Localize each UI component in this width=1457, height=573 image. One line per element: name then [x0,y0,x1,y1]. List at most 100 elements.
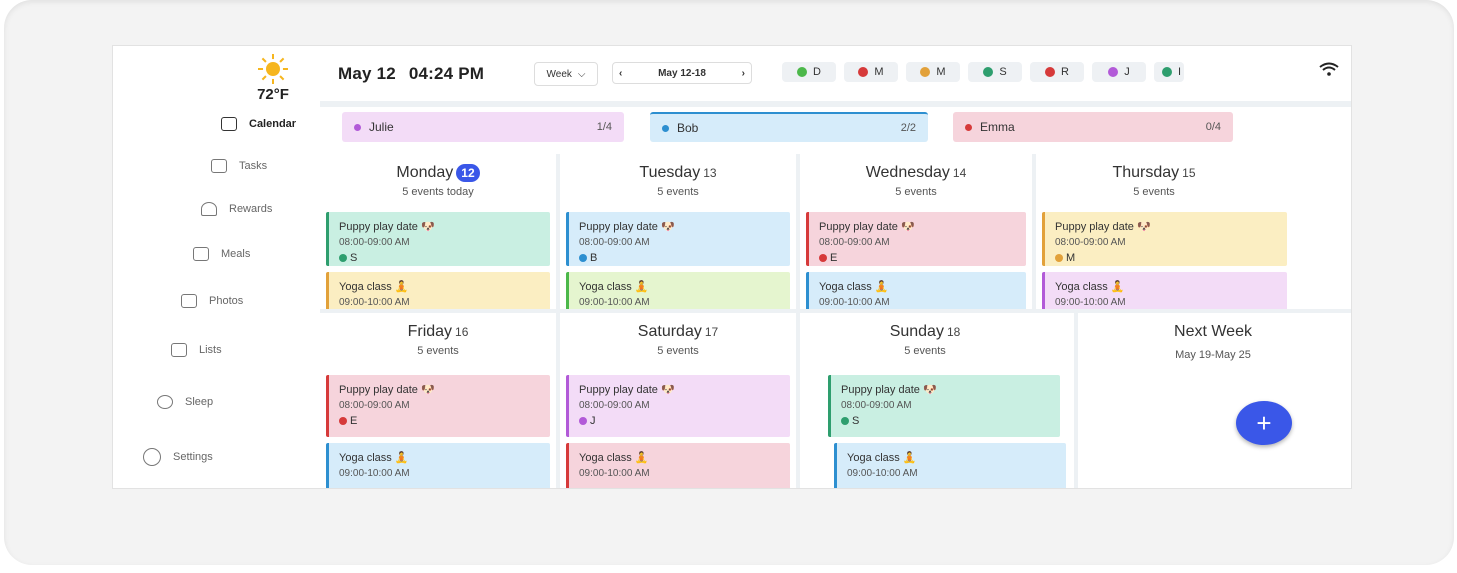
day-name: Sunday [889,323,944,340]
day-number: 18 [946,325,961,339]
day-number: 13 [703,166,717,180]
sidebar-item-label: Photos [209,295,244,307]
sidebar-item-calendar[interactable]: Calendar [221,117,296,131]
view-select[interactable]: Week ⌵ [534,62,598,86]
event-card[interactable]: Yoga class 🧘 09:00-10:00 AM [834,443,1066,488]
member-chip[interactable]: J [1092,62,1146,82]
date-range-nav: ‹ May 12-18 › [612,62,752,84]
member-dot [819,254,827,262]
event-card[interactable]: Yoga class 🧘 09:00-10:00 AM [566,272,790,309]
day-name: Wednesday [865,164,950,181]
sidebar-item-tasks[interactable]: Tasks [211,159,267,173]
chevron-left-icon[interactable]: ‹ [619,67,623,79]
next-week-title: Next Week [1174,323,1252,340]
add-event-button[interactable]: + [1236,401,1292,445]
member-chip[interactable]: D [782,62,836,82]
member-chip[interactable]: I [1154,62,1184,82]
event-card[interactable]: Puppy play date 🐶 08:00-09:00 AM E [326,375,550,437]
day-number: 14 [952,166,967,180]
yoga-icon: 🧘 [634,452,649,464]
tasks-icon [211,159,227,173]
dog-icon: 🐶 [1136,221,1151,233]
member-dot [1162,67,1172,77]
current-date: May 12 [338,64,396,83]
day-column-sunday[interactable]: Sunday 18 5 events Puppy play date 🐶 08:0… [800,313,1074,488]
event-count: 5 events [904,345,946,357]
day-column-thursday[interactable]: Thursday 15 5 events Puppy play date 🐶 08… [1036,154,1351,309]
event-count: 5 events [1133,186,1175,198]
today-badge: 12 [456,164,480,182]
dog-icon: 🐶 [660,384,675,396]
date-range-label: May 12-18 [658,67,706,79]
day-name: Monday [396,164,454,181]
event-card[interactable]: Yoga class 🧘 09:00-10:00 AM [566,443,790,488]
plus-icon: + [1256,407,1272,438]
member-dot [1055,254,1063,262]
member-dot [662,124,669,132]
event-card[interactable]: Puppy play date 🐶 08:00-09:00 AM S [326,212,550,266]
sidebar-item-rewards[interactable]: Rewards [201,202,272,216]
member-dot [797,67,808,77]
member-dot [1045,67,1056,77]
task-bar-bob[interactable]: Bob 2/2 [650,112,928,142]
sidebar-item-photos[interactable]: Photos [181,294,243,308]
member-dot [1108,67,1119,77]
sidebar-item-label: Meals [221,248,251,260]
day-column-saturday[interactable]: Saturday 17 5 events Puppy play date 🐶 08… [560,313,796,488]
day-column-wednesday[interactable]: Wednesday 14 5 events Puppy play date 🐶 0… [800,154,1032,309]
member-dot [965,123,972,131]
member-dot [579,254,587,262]
event-card[interactable]: Yoga class 🧘 09:00-10:00 AM [326,272,550,309]
current-datetime: May 12 04:24 PM [338,64,484,84]
yoga-icon: 🧘 [634,281,649,293]
member-chip[interactable]: R [1030,62,1084,82]
event-card[interactable]: Puppy play date 🐶 08:00-09:00 AM E [806,212,1026,266]
member-chip[interactable]: S [968,62,1022,82]
task-bar-julie[interactable]: Julie 1/4 [342,112,624,142]
event-count: 5 events [657,345,699,357]
chevron-right-icon[interactable]: › [741,67,745,79]
task-count: 2/2 [900,122,916,134]
event-count: 5 events [417,345,459,357]
member-dot [920,67,931,77]
day-column-friday[interactable]: Friday 16 5 events Puppy play date 🐶 08:0… [320,313,556,488]
sleep-icon [157,395,173,409]
sidebar-item-meals[interactable]: Meals [193,247,250,261]
day-column-monday[interactable]: Monday 12 5 events today Puppy play date … [320,154,556,309]
sidebar-item-sleep[interactable]: Sleep [157,395,213,409]
sidebar-item-label: Calendar [249,118,297,130]
event-card[interactable]: Puppy play date 🐶 08:00-09:00 AM B [566,212,790,266]
task-member-name: Bob [677,121,699,135]
week-grid: Monday 12 5 events today Puppy play date … [320,154,1351,488]
lists-icon [171,343,187,357]
event-card[interactable]: Yoga class 🧘 09:00-10:00 AM [806,272,1026,309]
rewards-icon [201,202,217,216]
event-card[interactable]: Puppy play date 🐶 08:00-09:00 AM M [1042,212,1287,266]
weather-widget: 72°F [233,54,313,103]
dog-icon: 🐶 [900,221,915,233]
sidebar-item-lists[interactable]: Lists [171,343,222,357]
yoga-icon: 🧘 [394,452,409,464]
member-dot [579,417,587,425]
day-number: 17 [704,325,719,339]
next-week-panel[interactable]: Next Week May 19-May 25 [1078,313,1351,488]
day-column-tuesday[interactable]: Tuesday 13 5 events Puppy play date 🐶 08:… [560,154,796,309]
event-card[interactable]: Puppy play date 🐶 08:00-09:00 AM S [828,375,1060,437]
event-card[interactable]: Puppy play date 🐶 08:00-09:00 AM J [566,375,790,437]
task-member-name: Emma [980,120,1015,134]
day-name: Thursday [1112,164,1180,181]
member-dot [858,67,869,77]
member-chip[interactable]: M [844,62,898,82]
event-count: 5 events today [402,186,474,198]
event-card[interactable]: Yoga class 🧘 09:00-10:00 AM [1042,272,1287,309]
task-bar-emma[interactable]: Emma 0/4 [953,112,1233,142]
event-card[interactable]: Yoga class 🧘 09:00-10:00 AM [326,443,550,488]
sidebar-item-settings[interactable]: Settings [143,448,213,466]
task-count: 1/4 [596,121,612,133]
member-dot [339,417,347,425]
day-name: Friday [407,323,453,340]
screen: 72°F Calendar Tasks Rewards Meals Photos [112,45,1352,489]
member-chip[interactable]: M [906,62,960,82]
view-select-value: Week [546,68,572,80]
dog-icon: 🐶 [420,221,435,233]
